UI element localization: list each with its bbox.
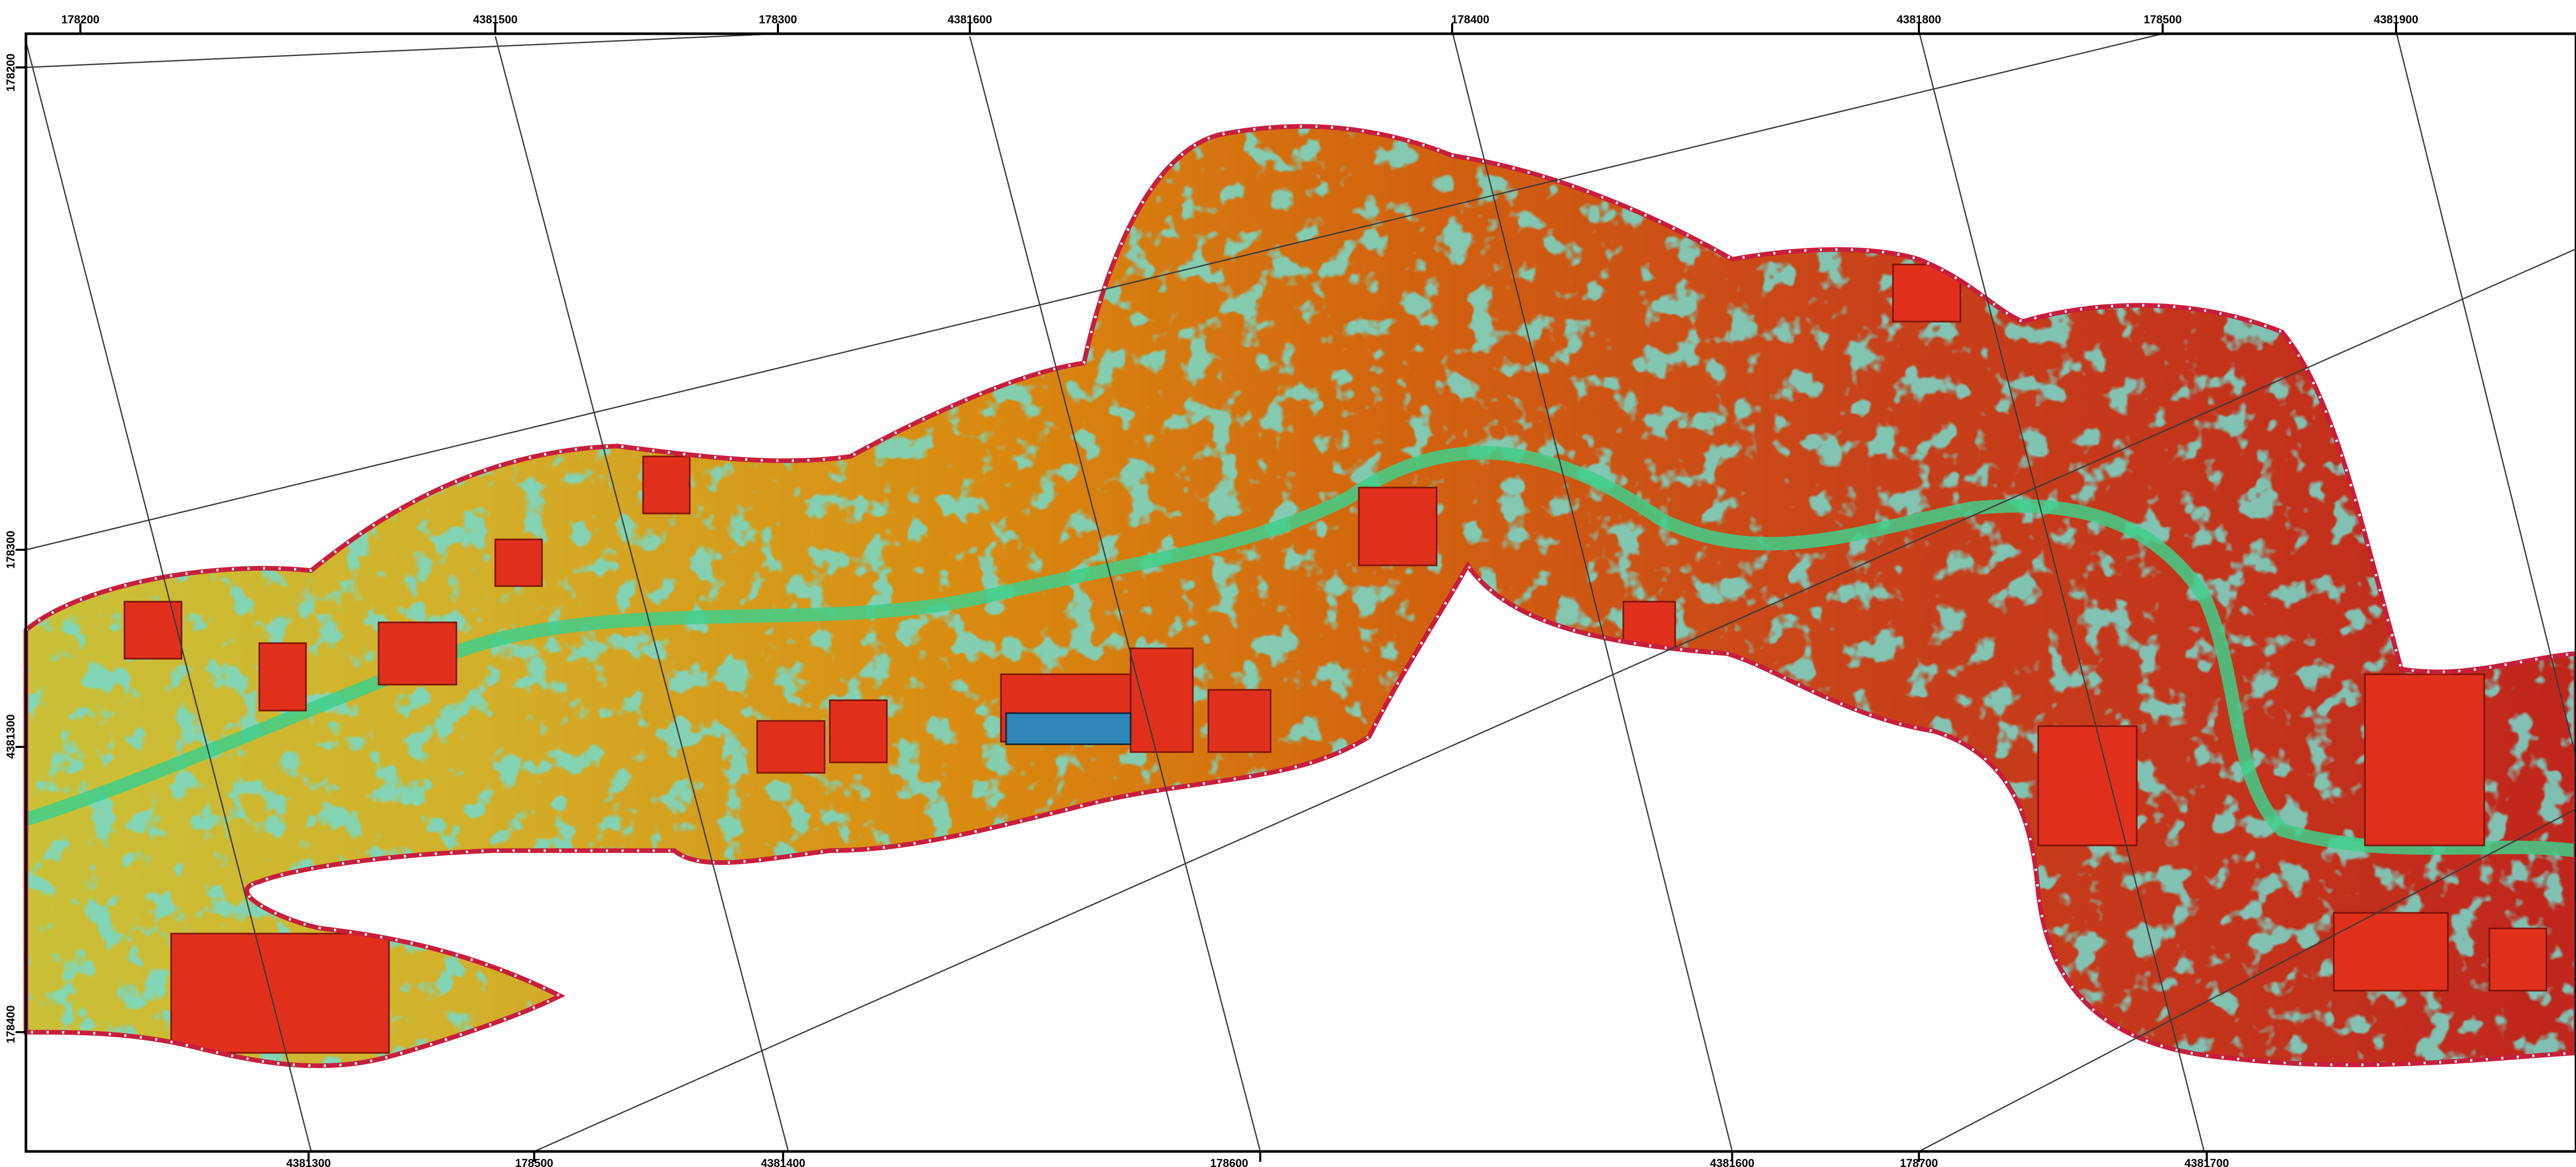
left-label: 178200 [4,53,17,91]
top-coordinate-labels: 178200 4381500 178300 4381600 178400 438… [61,13,2418,26]
frame-ticks [16,23,2397,1162]
building-blue-roof [1005,712,1132,745]
top-label: 4381600 [948,13,992,26]
top-label: 178500 [2143,13,2181,26]
bottom-label: 4381300 [286,1157,331,1167]
left-label: 178400 [4,1005,17,1043]
bottom-label: 178500 [515,1157,553,1167]
coordinate-grid [25,31,2576,1152]
left-label: 4381300 [4,714,17,759]
top-label: 4381800 [1897,13,1941,26]
top-label: 4381900 [2374,13,2418,26]
map-frame [24,32,2576,1153]
left-coordinate-labels: 178200 178300 4381300 178400 [4,53,17,1043]
stream-channel [26,446,2576,857]
bottom-coordinate-labels: 4381300 178500 4381400 178600 4381600 17… [286,1157,2229,1167]
top-label: 178300 [759,13,797,26]
bottom-label: 178600 [1210,1157,1248,1167]
top-label: 178400 [1451,13,1489,26]
bottom-label: 178700 [1900,1157,1938,1167]
bottom-label: 4381600 [1710,1157,1755,1167]
bottom-label: 4381400 [761,1157,805,1167]
top-label: 178200 [61,13,99,26]
top-label: 4381500 [473,13,518,26]
left-label: 178300 [4,531,17,568]
buildings [123,263,2547,1054]
bottom-label: 4381700 [2184,1157,2229,1167]
